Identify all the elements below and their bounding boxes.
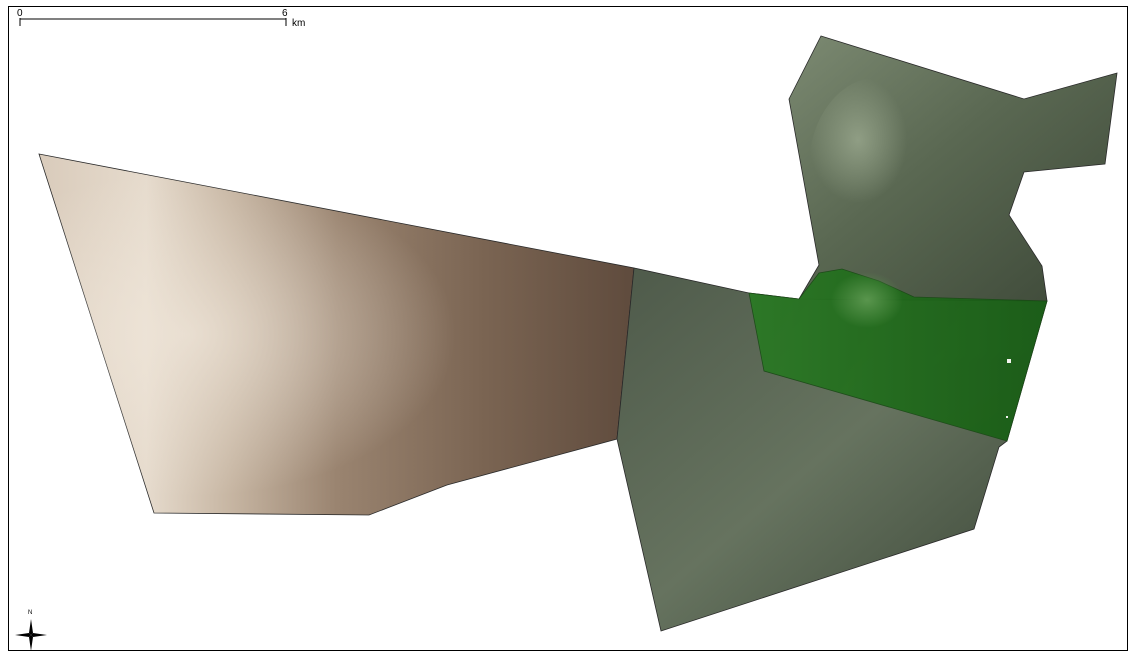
map-canvas[interactable]: 0 6 km N xyxy=(9,7,1128,651)
point-marker[interactable] xyxy=(1006,416,1008,418)
highlighted-zone-relief xyxy=(831,272,903,328)
map-frame[interactable]: 0 6 km N xyxy=(8,6,1128,651)
scale-bar: 0 6 km xyxy=(17,8,305,29)
scale-end-label: 6 xyxy=(282,8,288,19)
north-arrow-icon: N xyxy=(15,610,47,650)
west-parcel-relief xyxy=(39,154,634,515)
scale-unit-label: km xyxy=(292,18,305,29)
north-label: N xyxy=(28,610,32,616)
point-marker[interactable] xyxy=(1007,359,1011,363)
scale-start-label: 0 xyxy=(17,8,23,19)
north-parcel-relief xyxy=(809,77,949,257)
